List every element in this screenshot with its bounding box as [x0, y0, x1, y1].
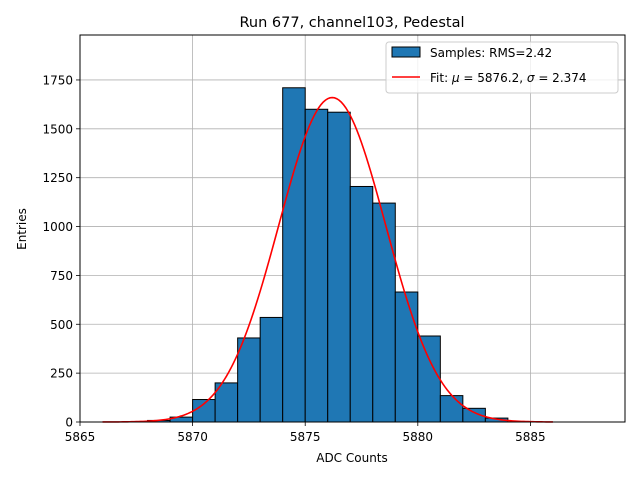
- y-tick-label: 1500: [42, 122, 73, 136]
- y-tick-label: 250: [50, 367, 73, 381]
- y-axis-ticks: 0 250 500 750 1000 1250 1500 1750: [42, 73, 80, 430]
- legend: Samples: RMS=2.42 Fit: μ = 5876.2, σ = 2…: [385, 41, 619, 94]
- histogram-bar: [372, 202, 396, 423]
- fit-curve-group: [102, 96, 553, 423]
- y-axis-label: Entries: [15, 208, 29, 250]
- histogram-bar: [304, 108, 329, 423]
- plot-frame: [79, 34, 626, 423]
- legend-swatch-samples: [391, 46, 421, 58]
- y-tick-label: 1750: [42, 73, 73, 87]
- x-axis-ticks: 5865 5870 5875 5880 5885: [65, 422, 546, 444]
- histogram-bar: [394, 291, 419, 423]
- x-tick-label: 5880: [403, 430, 434, 444]
- fit-curve: [102, 96, 553, 423]
- histogram-bar: [417, 335, 441, 423]
- histogram-bar: [439, 395, 464, 423]
- legend-label-samples: Samples: RMS=2.42: [430, 46, 552, 60]
- x-axis-label: ADC Counts: [316, 451, 388, 465]
- histogram-bar: [259, 316, 284, 423]
- x-tick-label: 5865: [65, 430, 96, 444]
- y-tick-label: 500: [50, 318, 73, 332]
- y-tick-label: 750: [50, 269, 73, 283]
- chart-title: Run 677, channel103, Pedestal: [239, 15, 464, 31]
- histogram-bar: [282, 87, 306, 423]
- histogram-bars: [147, 87, 509, 423]
- legend-label-fit: Fit: μ = 5876.2, σ = 2.374: [430, 71, 587, 85]
- y-tick-label: 0: [65, 416, 73, 430]
- histogram-bar: [327, 111, 351, 423]
- legend-box: [385, 41, 619, 94]
- x-tick-label: 5885: [515, 430, 546, 444]
- x-tick-label: 5870: [177, 430, 208, 444]
- y-tick-label: 1250: [42, 171, 73, 185]
- histogram-bar: [349, 185, 374, 423]
- histogram-bar: [237, 337, 261, 423]
- x-tick-label: 5875: [290, 430, 321, 444]
- y-tick-label: 1000: [42, 220, 73, 234]
